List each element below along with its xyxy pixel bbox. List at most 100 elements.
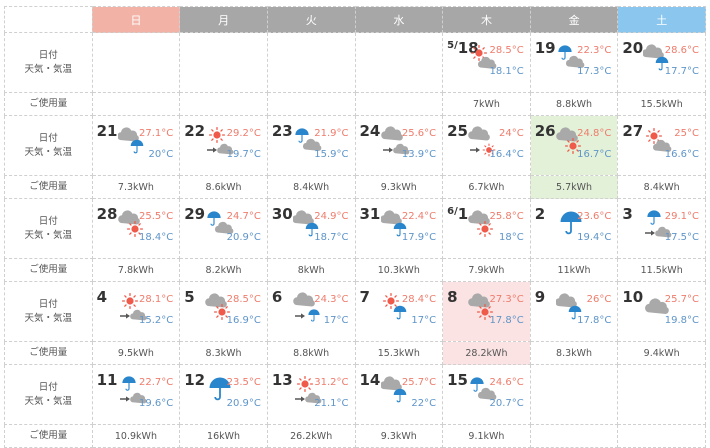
header-sat: 土 [617,6,706,33]
day-cell: 22 29.2°C 19.7°C [179,115,268,176]
row-label-date-weather: 日付 天気・気温 [4,32,93,93]
cloud-rain-icon [554,291,586,323]
low-temp: 17.9°C [401,232,437,243]
day-number: 28 [97,205,118,223]
header-corner [4,6,93,33]
usage-cell: 9.3kWh [354,424,444,448]
weekday-header: 日 月 火 水 木 金 土 [4,6,706,33]
high-temp: 25.6°C [401,128,437,139]
day-cell: 3 29.1°C 17.5°C [617,198,706,259]
high-temp: 28.5°C [226,294,261,305]
cloud-icon [643,291,673,323]
day-cell: 23 21.9°C 15.9°C [266,115,356,176]
day-number: 26 [535,122,556,140]
usage-cell: 7.9kWh [442,258,531,282]
high-temp: 27.3°C [489,294,524,305]
day-value: 9 [534,288,546,306]
low-temp: 16.4°C [489,149,524,160]
usage-cell: 8.4kWh [617,175,706,199]
high-temp: 24.3°C [314,294,349,305]
empty-day-cell [179,32,268,93]
high-temp: 25.8°C [489,211,524,222]
empty-day-cell [91,32,181,93]
low-temp: 15.2°C [139,315,174,326]
low-temp: 18.1°C [489,66,524,77]
sun-then-cloud-icon [293,374,323,406]
day-number: 22 [184,122,205,140]
day-number: 3 [622,205,632,223]
usage-cell: 10.3kWh [354,258,444,282]
day-number: 19 [535,39,556,57]
row-label-date-weather: 日付 天気・気温 [4,364,93,425]
high-temp: 25°C [674,128,699,139]
usage-cell: 8.3kWh [529,341,619,365]
day-cell: 12 23.5°C 20.9°C [179,364,268,425]
low-temp: 17°C [323,315,349,326]
cloud-sun-icon [468,208,498,240]
low-temp: 19.4°C [577,232,612,243]
cloud-sun-icon [468,291,498,323]
label-weather-temp: 天気・気温 [24,63,73,75]
day-value: 14 [359,371,381,389]
high-temp: 22.3°C [577,45,612,56]
low-temp: 16.9°C [226,315,261,326]
day-value: 7 [359,288,370,306]
header-wed: 水 [354,6,444,33]
low-temp: 17.7°C [664,66,699,77]
day-cell: 29 24.7°C 20.9°C [179,198,268,259]
low-temp: 20.7°C [489,398,524,409]
sun-cloud-icon [643,125,673,157]
month-prefix: 6/ [447,206,458,217]
row-label-usage: ご使用量 [4,92,93,116]
day-value: 30 [271,205,293,223]
high-temp: 24°C [499,128,524,139]
row-label-date-weather: 日付 天気・気温 [4,281,93,342]
day-value: 29 [184,205,206,223]
rain-cloud-icon [293,125,323,157]
day-value: 8 [447,288,458,306]
day-value: 27 [622,122,644,140]
usage-cell: 10.9kWh [91,424,181,448]
high-temp: 25.5°C [139,211,174,222]
usage-cell: 11.5kWh [617,258,706,282]
rain-cloud-icon [468,374,498,406]
day-cell: 21 27.1°C 20°C [91,115,181,176]
usage-cell: 8.8kWh [529,92,619,116]
high-temp: 31.2°C [314,377,349,388]
umbrella-icon [205,374,235,406]
day-value: 25 [447,122,468,140]
weather-row: 日付 天気・気温 5/18 28.5°C 18.1°C 19 22.3°C 17.3°C 20 2… [4,32,706,93]
high-temp: 21.9°C [314,128,349,139]
low-temp: 16.7°C [577,149,612,160]
cloud-rain-icon [642,42,673,74]
label-weather-temp: 天気・気温 [24,312,73,324]
high-temp: 27.1°C [139,128,174,139]
day-number: 14 [360,371,381,389]
day-number: 12 [184,371,205,389]
cloud-then-cloud-icon [380,125,411,157]
high-temp: 28.5°C [489,45,524,56]
high-temp: 29.2°C [226,128,261,139]
day-value: 22 [184,122,206,140]
day-value: 13 [271,371,293,389]
empty-usage-cell [179,92,268,116]
day-value: 28 [96,205,118,223]
weather-row: 日付 天気・気温 11 22.7°C 19.6°C 12 23.5°C 20.9°C 13 31.… [4,364,706,425]
low-temp: 19.8°C [664,315,699,326]
day-number: 15 [447,371,468,389]
day-value: 1 [457,205,469,223]
high-temp: 24.6°C [489,377,524,388]
day-cell: 31 22.4°C 17.9°C [354,198,444,259]
day-cell: 7 28.4°C 17°C [354,281,444,342]
day-cell: 11 22.7°C 19.6°C [91,364,181,425]
usage-row: ご使用量 10.9kWh 16kWh 26.2kWh 9.3kWh 9.1kWh [4,424,706,448]
usage-cell: 8.3kWh [179,341,268,365]
low-temp: 17°C [411,315,437,326]
usage-cell: 6.7kWh [442,175,531,199]
day-value: 23 [271,122,293,140]
rain-cloud-icon [205,208,235,240]
day-cell: 19 22.3°C 17.3°C [529,32,619,93]
usage-cell: 8.6kWh [179,175,268,199]
day-value: 21 [96,122,118,140]
row-label-date-weather: 日付 天気・気温 [4,115,93,176]
